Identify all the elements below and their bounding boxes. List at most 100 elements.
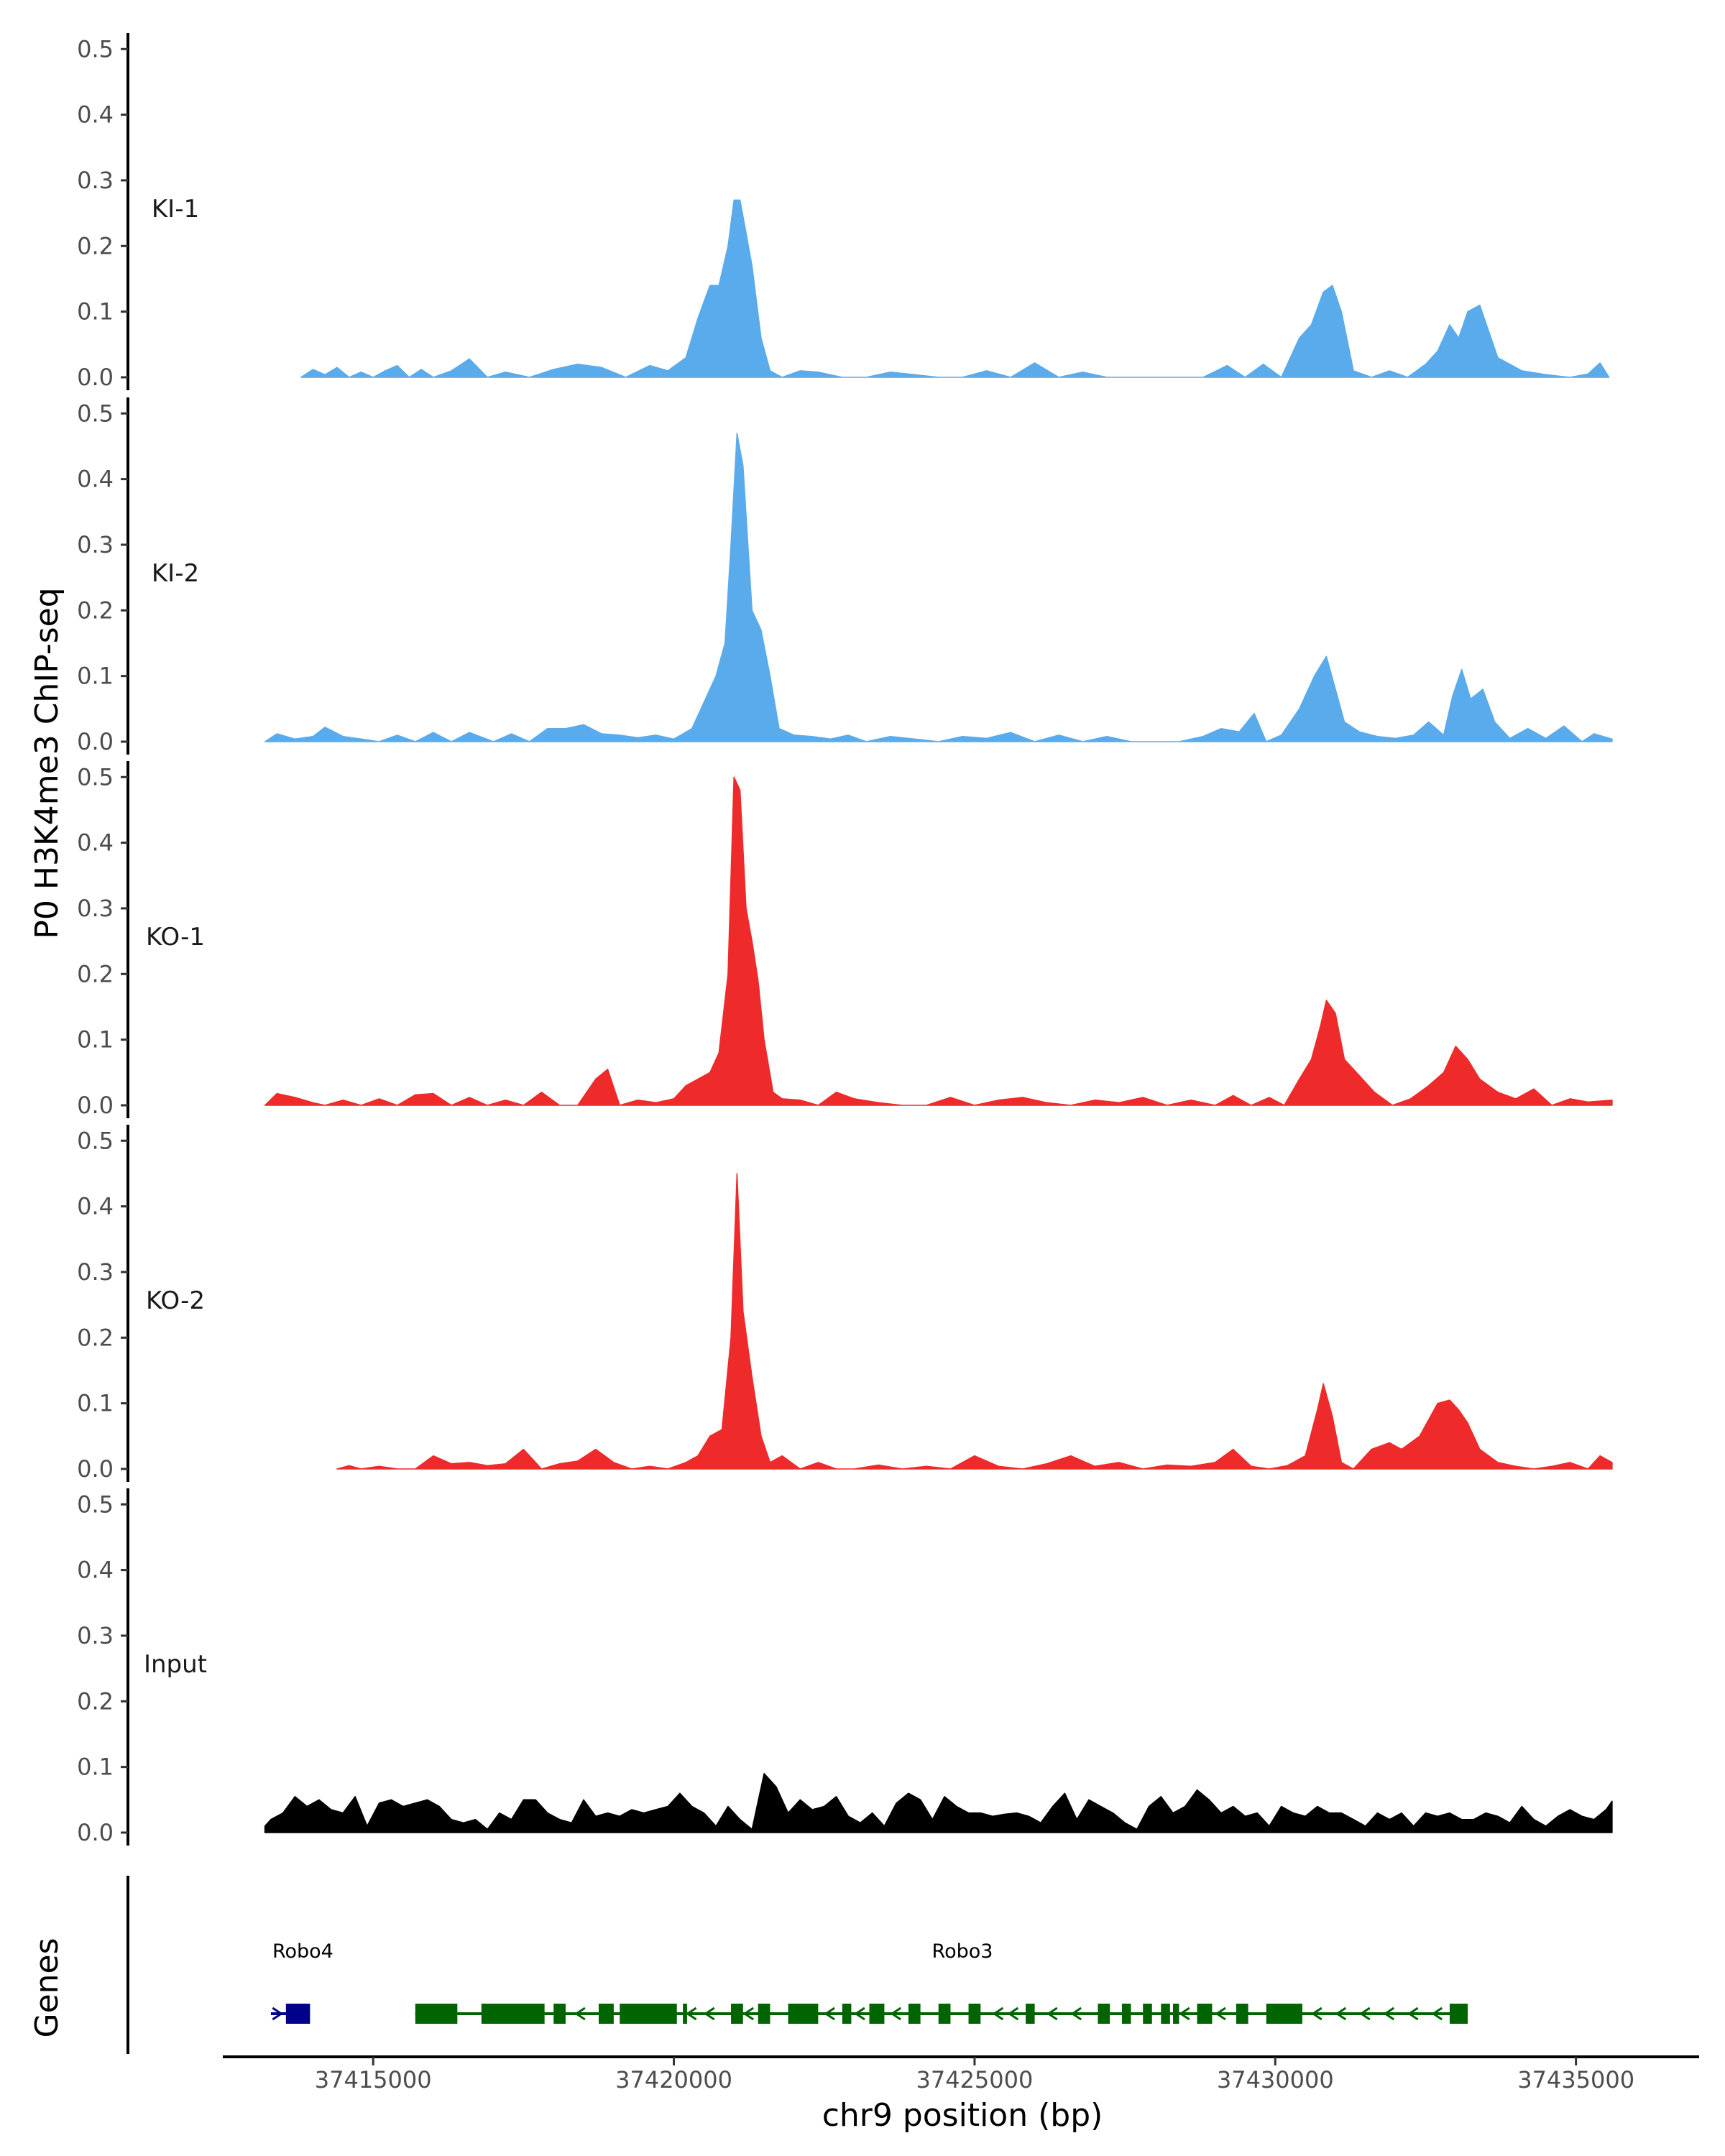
y-tick-label: 0.1 <box>77 1026 114 1054</box>
gene-strand-arrow <box>1179 2007 1190 2021</box>
y-tick-label: 0.5 <box>77 763 114 791</box>
gene-exon <box>598 2004 614 2024</box>
gene-strand-arrow <box>890 2007 901 2021</box>
y-tick-label: 0.1 <box>77 1390 114 1417</box>
y-tick-label: 0.4 <box>77 466 114 493</box>
y-tick-label: 0.4 <box>77 1557 114 1584</box>
gene-strand-arrow <box>574 2007 586 2021</box>
gene-strand-arrow <box>272 2007 284 2021</box>
gene-strand-arrow <box>685 2007 697 2021</box>
coverage-area <box>264 776 1613 1106</box>
y-tick-label: 0.2 <box>77 596 114 624</box>
gene-exon <box>553 2004 566 2024</box>
y-tick-label: 0.0 <box>77 1092 114 1119</box>
gene-exon <box>968 2004 981 2024</box>
y-tick-label: 0.2 <box>77 1324 114 1351</box>
gene-exon <box>683 2004 687 2024</box>
x-tick-label: 37415000 <box>315 2066 432 2093</box>
gene-exon <box>1098 2004 1110 2024</box>
gene-exon <box>620 2004 677 2024</box>
track-panel-input: 0.0 0.1 0.2 0.3 0.4 0.5 Input <box>77 1488 1613 1846</box>
gene-exon <box>1121 2004 1131 2024</box>
gene-strand-arrow <box>1431 2007 1443 2021</box>
coverage-area <box>300 199 1610 378</box>
gene-exon <box>481 2004 545 2024</box>
y-tick-label: 0.5 <box>77 400 114 427</box>
genes-axis-title: Genes <box>29 1938 65 2037</box>
gene-strand-arrow <box>1215 2007 1226 2021</box>
gene-exon <box>908 2004 921 2024</box>
track-panel-ko-1: 0.0 0.1 0.2 0.3 0.4 0.5 KO-1 <box>77 761 1613 1119</box>
gene-strand-arrow <box>1335 2007 1347 2021</box>
y-axis-title: P0 H3K4me3 ChIP-seq <box>29 587 65 939</box>
gene-exon <box>415 2004 458 2024</box>
y-tick-label: 0.3 <box>77 167 114 194</box>
y-tick-label: 0.2 <box>77 960 114 987</box>
y-tick-label: 0.2 <box>77 232 114 259</box>
gene-robo4: Robo4 <box>270 1940 334 2024</box>
y-tick-label: 0.0 <box>77 728 114 755</box>
gene-strand-arrow <box>1359 2007 1371 2021</box>
gene-strand-arrow <box>1407 2007 1419 2021</box>
gene-exon <box>731 2004 743 2024</box>
gene-strand-arrow <box>1383 2007 1395 2021</box>
x-tick-label: 37435000 <box>1517 2066 1634 2093</box>
x-tick-label: 37430000 <box>1217 2066 1334 2093</box>
gene-strand-arrow <box>854 2007 865 2021</box>
gene-exon <box>842 2004 852 2024</box>
y-tick-label: 0.0 <box>77 1455 114 1483</box>
gene-exon <box>1266 2004 1302 2024</box>
y-tick-label: 0.1 <box>77 1754 114 1781</box>
gene-exon <box>285 2004 310 2024</box>
gene-strand-arrow <box>824 2007 835 2021</box>
track-panel-ki-1: 0.0 0.1 0.2 0.3 0.4 0.5 KI-1 <box>77 33 1610 391</box>
coverage-area <box>336 1173 1613 1470</box>
x-tick-label: 37425000 <box>916 2066 1033 2093</box>
gene-exon <box>1173 2004 1179 2024</box>
y-tick-label: 0.5 <box>77 1491 114 1518</box>
gene-exon <box>1161 2004 1170 2024</box>
gene-label: Robo3 <box>932 1940 993 1963</box>
x-axis: 37415000 37420000 37425000 37430000 37435000 <box>223 2055 1699 2093</box>
gene-strand-arrow <box>1007 2007 1019 2021</box>
gene-strand-arrow <box>742 2007 754 2021</box>
track-panel-ko-2: 0.0 0.1 0.2 0.3 0.4 0.5 KO-2 <box>77 1125 1613 1483</box>
x-tick-label: 37420000 <box>615 2066 732 2093</box>
track-label: KO-2 <box>146 1286 205 1315</box>
genes-layer: Robo4 Robo3 <box>126 1876 1468 2054</box>
y-tick-label: 0.1 <box>77 298 114 326</box>
gene-exon <box>1449 2004 1468 2024</box>
gene-exon <box>1236 2004 1248 2024</box>
y-tick-label: 0.5 <box>77 1127 114 1154</box>
gene-exon <box>1143 2004 1152 2024</box>
track-panel-ki-2: 0.0 0.1 0.2 0.3 0.4 0.5 KI-2 <box>77 397 1613 755</box>
gene-robo3: Robo3 <box>415 1940 1468 2024</box>
y-tick-label: 0.3 <box>77 895 114 922</box>
y-tick-label: 0.3 <box>77 1258 114 1286</box>
y-tick-label: 0.3 <box>77 1622 114 1649</box>
gene-strand-arrow <box>1070 2007 1082 2021</box>
y-tick-label: 0.5 <box>77 35 114 63</box>
track-label: Input <box>144 1650 207 1679</box>
track-label: KO-1 <box>146 923 205 952</box>
gene-exon <box>938 2004 951 2024</box>
coverage-area <box>264 1773 1613 1833</box>
y-tick-label: 0.4 <box>77 101 114 129</box>
gene-strand-arrow <box>992 2007 1004 2021</box>
gene-exon <box>758 2004 770 2024</box>
coverage-area <box>264 432 1613 742</box>
x-axis-title: chr9 position (bp) <box>822 2097 1103 2134</box>
y-tick-label: 0.0 <box>77 364 114 391</box>
gene-exon <box>788 2004 819 2024</box>
y-tick-label: 0.1 <box>77 663 114 690</box>
track-label: KI-2 <box>152 559 199 588</box>
y-tick-label: 0.0 <box>77 1819 114 1846</box>
track-label: KI-1 <box>152 195 199 224</box>
gene-exon <box>869 2004 885 2024</box>
gene-strand-arrow <box>1311 2007 1322 2021</box>
y-tick-label: 0.4 <box>77 1193 114 1220</box>
gene-exon <box>1197 2004 1213 2024</box>
tracks-layer: 0.0 0.1 0.2 0.3 0.4 0.5 KI-1 0.0 0.1 0.2 0.3 0.4 0.5… <box>77 33 1613 1846</box>
gene-label: Robo4 <box>272 1940 334 1963</box>
